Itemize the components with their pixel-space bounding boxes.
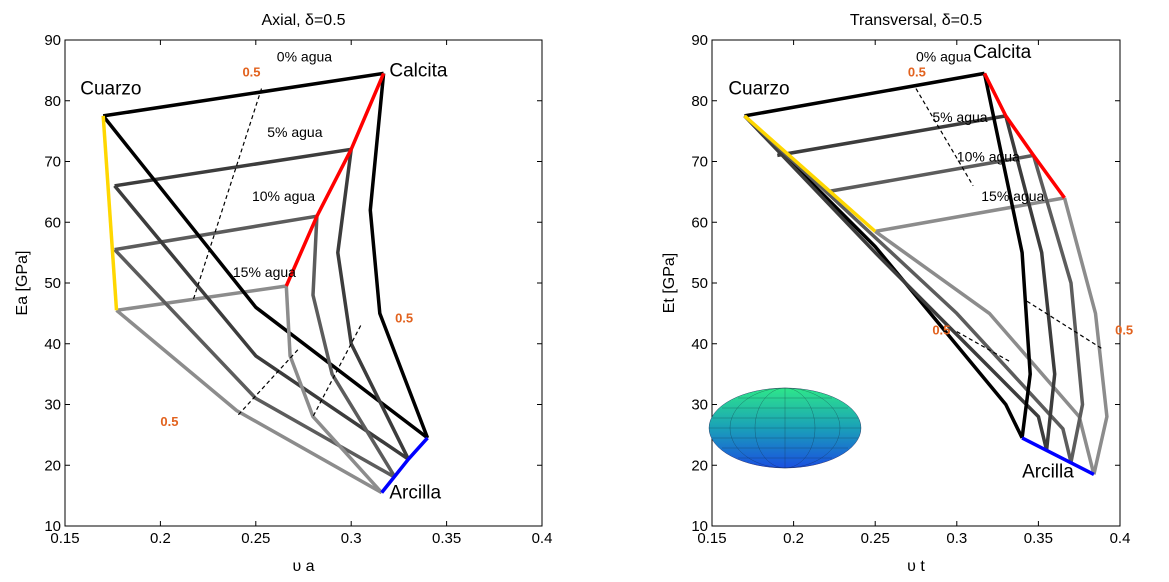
- curve: [101, 114, 429, 440]
- plot-area: [65, 40, 542, 526]
- x-tick-label: 0.25: [861, 530, 890, 547]
- chart-title: Axial, δ=0.5: [261, 12, 345, 29]
- y-tick-label: 90: [44, 32, 61, 49]
- x-tick-label: 0.25: [241, 530, 270, 547]
- y-tick-label: 40: [691, 336, 708, 353]
- y-tick-label: 60: [691, 214, 708, 231]
- x-tick-label: 0.3: [946, 530, 967, 547]
- curve: [743, 114, 1073, 463]
- value-marker: 0.5: [242, 64, 260, 79]
- value-marker: 0.5: [160, 414, 178, 429]
- water-label: 5% agua: [267, 124, 322, 140]
- curve: [743, 114, 1024, 439]
- curve: [874, 196, 1065, 234]
- curve: [311, 216, 397, 479]
- dashed-line: [236, 349, 299, 418]
- x-tick-label: 0.3: [341, 530, 362, 547]
- value-marker: 0.5: [395, 310, 413, 325]
- y-tick-label: 30: [691, 397, 708, 414]
- curve: [284, 285, 383, 494]
- curve: [115, 308, 383, 495]
- dashed-line: [192, 88, 263, 302]
- y-axis-label: Ea [GPa]: [14, 251, 31, 316]
- mineral-label: Arcilla: [1022, 461, 1074, 482]
- y-tick-label: 30: [44, 397, 61, 414]
- water-label: 10% agua: [957, 149, 1020, 165]
- mineral-label: Calcita: [389, 60, 448, 81]
- curve: [743, 114, 1049, 451]
- curve: [1031, 154, 1085, 463]
- water-label: 0% agua: [916, 48, 971, 64]
- x-axis-label: υ a: [292, 558, 314, 575]
- x-tick-label: 0.2: [150, 530, 171, 547]
- water-label: 15% agua: [233, 264, 296, 280]
- mineral-label: Cuarzo: [80, 79, 141, 100]
- ellipsoid: [708, 387, 862, 469]
- curve: [114, 214, 318, 252]
- x-axis-label: υ t: [907, 558, 925, 575]
- curve: [113, 248, 396, 479]
- dashed-line: [915, 88, 974, 187]
- curve: [368, 73, 430, 439]
- curve: [777, 114, 1007, 158]
- water-label: 5% agua: [932, 109, 987, 125]
- curve: [743, 114, 877, 233]
- water-label: 0% agua: [277, 48, 332, 64]
- curve: [1021, 436, 1095, 476]
- water-label: 10% agua: [252, 188, 315, 204]
- axes-box: [64, 39, 543, 527]
- curve: [744, 71, 985, 118]
- value-marker: 0.5: [1115, 323, 1133, 338]
- axes-box: [711, 39, 1121, 527]
- curve: [982, 73, 1032, 439]
- y-tick-label: 20: [44, 457, 61, 474]
- y-tick-label: 40: [44, 336, 61, 353]
- dashed-line: [312, 325, 362, 417]
- curve: [1062, 197, 1109, 475]
- dashed-line: [956, 331, 1011, 363]
- curve: [825, 153, 1034, 194]
- y-tick-label: 80: [44, 93, 61, 110]
- mineral-label: Cuarzo: [728, 79, 789, 100]
- curve: [284, 72, 386, 287]
- x-tick-label: 0.15: [50, 530, 79, 547]
- y-tick-label: 80: [691, 93, 708, 110]
- curve: [982, 72, 1066, 199]
- curve: [116, 284, 287, 313]
- y-tick-label: 10: [691, 518, 708, 535]
- chart-title: Transversal, δ=0.5: [850, 12, 982, 29]
- x-tick-label: 0.35: [1024, 530, 1053, 547]
- y-tick-label: 90: [691, 32, 708, 49]
- curve: [101, 115, 119, 311]
- y-tick-label: 50: [44, 275, 61, 292]
- curve: [874, 229, 1096, 475]
- water-label: 15% agua: [981, 188, 1044, 204]
- x-tick-label: 0.35: [432, 530, 461, 547]
- y-axis-label: Et [GPa]: [661, 253, 678, 313]
- x-tick-label: 0.4: [1110, 530, 1131, 547]
- x-tick-label: 0.2: [783, 530, 804, 547]
- x-tick-label: 0.15: [697, 530, 726, 547]
- value-marker: 0.5: [908, 64, 926, 79]
- curve: [380, 436, 429, 494]
- y-tick-label: 70: [691, 154, 708, 171]
- curve: [1004, 115, 1057, 451]
- y-tick-label: 50: [691, 275, 708, 292]
- y-tick-label: 10: [44, 518, 61, 535]
- value-marker: 0.5: [932, 323, 950, 338]
- dashed-line: [1026, 300, 1105, 351]
- mineral-label: Arcilla: [389, 483, 441, 504]
- curve: [102, 71, 384, 118]
- mineral-label: Calcita: [973, 42, 1032, 63]
- curve: [113, 184, 410, 461]
- y-tick-label: 70: [44, 154, 61, 171]
- curve: [336, 149, 410, 460]
- y-tick-label: 20: [691, 457, 708, 474]
- x-tick-label: 0.4: [532, 530, 553, 547]
- y-tick-label: 60: [44, 214, 61, 231]
